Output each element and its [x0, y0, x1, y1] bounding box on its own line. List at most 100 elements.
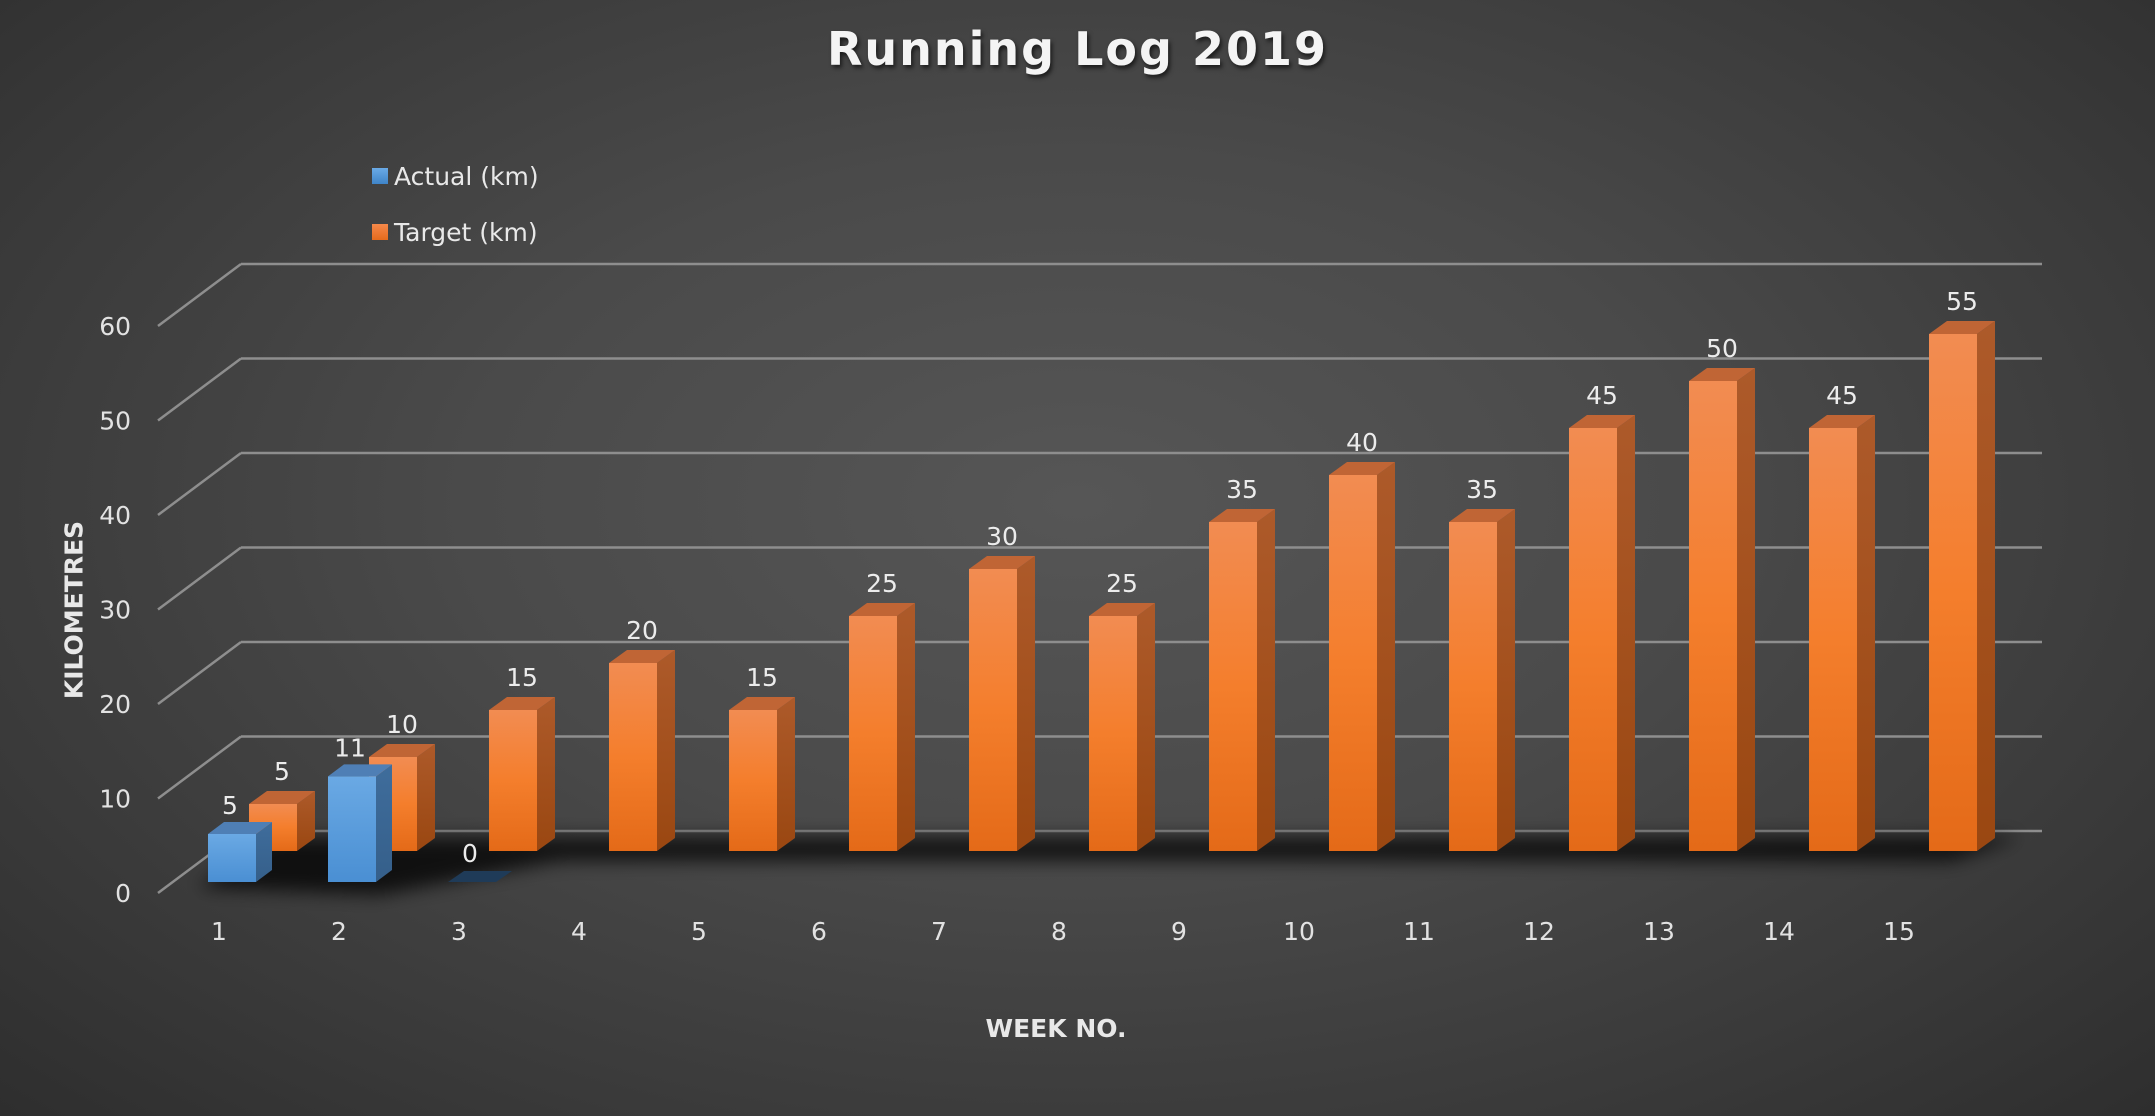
bar-target-week-6-top: [849, 603, 915, 616]
bar-actual-week-1: [208, 822, 272, 882]
gridline-diagonal-10: [157, 735, 242, 800]
bar-target-week-3-side: [537, 697, 555, 851]
legend-item-actual[interactable]: Actual (km): [372, 148, 539, 204]
bar-actual-week-1-side: [256, 822, 272, 882]
data-label-target: 50: [1706, 334, 1738, 363]
bar-target-week-3: [489, 697, 555, 851]
y-tick-label: 10: [99, 785, 131, 814]
x-tick-label: 7: [931, 917, 947, 946]
data-label-target: 5: [274, 757, 290, 786]
legend-swatch-target: [372, 224, 388, 240]
data-label-target: 35: [1466, 475, 1498, 504]
y-tick-label: 20: [99, 690, 131, 719]
y-tick-label: 40: [99, 501, 131, 530]
bar-target-week-11: [1449, 509, 1515, 851]
bar-target-week-11-side: [1497, 509, 1515, 851]
bar-target-week-3-top: [489, 697, 555, 710]
legend-label-actual: Actual (km): [394, 161, 539, 191]
data-label-target: 25: [1106, 569, 1138, 598]
y-tick-label: 50: [99, 407, 131, 436]
data-label-target: 15: [746, 663, 778, 692]
data-label-actual: 5: [222, 791, 238, 820]
legend-swatch-actual: [372, 168, 388, 184]
bar-actual-week-3-flat: [448, 871, 512, 882]
bar-target-week-4: [609, 650, 675, 851]
bar-target-week-3-front: [489, 710, 537, 851]
bar-target-week-8: [1089, 603, 1155, 851]
bar-target-week-14-side: [1857, 415, 1875, 851]
x-tick-label: 13: [1643, 917, 1675, 946]
bar-target-week-2-side: [417, 744, 435, 851]
x-tick-label: 4: [571, 917, 587, 946]
bar-target-week-12-side: [1617, 415, 1635, 851]
bar-target-week-6-side: [897, 603, 915, 851]
y-tick-label: 0: [115, 879, 131, 908]
bar-target-week-10-top: [1329, 462, 1395, 475]
bar-target-week-7-front: [969, 569, 1017, 851]
x-tick-label: 14: [1763, 917, 1795, 946]
bar-target-week-1: [249, 791, 315, 851]
x-axis-title: WEEK NO.: [985, 1014, 1127, 1043]
bar-target-week-9: [1209, 509, 1275, 851]
chart-title: Running Log 2019: [826, 22, 1328, 76]
legend-item-target[interactable]: Target (km): [372, 204, 539, 260]
bar-target-week-11-top: [1449, 509, 1515, 522]
bar-target-week-14: [1809, 415, 1875, 851]
bar-target-week-1-top: [249, 791, 315, 804]
bar-actual-week-1-top: [208, 822, 272, 834]
bar-target-week-7: [969, 556, 1035, 851]
data-label-target: 40: [1346, 428, 1378, 457]
data-label-target: 15: [506, 663, 538, 692]
y-tick-label: 30: [99, 596, 131, 625]
data-label-target: 45: [1826, 381, 1858, 410]
bar-target-week-15-front: [1929, 334, 1977, 851]
bar-target-week-2-top: [369, 744, 435, 757]
x-tick-label: 12: [1523, 917, 1555, 946]
gridline-diagonal-40: [157, 451, 242, 517]
bar-target-week-5-front: [729, 710, 777, 851]
data-label-target: 45: [1586, 381, 1618, 410]
gridline-diagonal-20: [157, 640, 242, 706]
gridline-diagonal-60: [157, 262, 242, 328]
data-label-target: 20: [626, 616, 658, 645]
floor-shadow: [198, 837, 2022, 895]
data-label-target: 25: [866, 569, 898, 598]
bar-target-week-7-side: [1017, 556, 1035, 851]
bar-target-week-11-front: [1449, 522, 1497, 851]
bar-target-week-4-side: [657, 650, 675, 851]
legend: Actual (km) Target (km): [372, 148, 539, 260]
bar-target-week-12-front: [1569, 428, 1617, 851]
bar-target-week-1-side: [297, 791, 315, 851]
x-tick-label: 2: [331, 917, 347, 946]
bar-target-week-5: [729, 697, 795, 851]
bar-target-week-9-side: [1257, 509, 1275, 851]
bar-target-week-13-top: [1689, 368, 1755, 381]
bar-actual-week-2-side: [376, 764, 392, 882]
bar-target-week-15: [1929, 321, 1995, 851]
bar-target-week-10: [1329, 462, 1395, 851]
bar-target-week-9-front: [1209, 522, 1257, 851]
bar-target-week-8-front: [1089, 616, 1137, 851]
bar-actual-week-1-front: [208, 834, 256, 882]
x-tick-label: 1: [211, 917, 227, 946]
x-tick-label: 8: [1051, 917, 1067, 946]
bar-target-week-15-top: [1929, 321, 1995, 334]
bar-target-week-7-top: [969, 556, 1035, 569]
data-label-target: 55: [1946, 287, 1978, 316]
gridline-diagonal-30: [157, 546, 242, 611]
bar-target-week-8-top: [1089, 603, 1155, 616]
bar-target-week-15-side: [1977, 321, 1995, 851]
bar-actual-week-2: [328, 764, 392, 882]
data-label-actual: 0: [462, 839, 478, 868]
bar-target-week-5-top: [729, 697, 795, 710]
legend-label-target: Target (km): [394, 217, 538, 247]
data-label-actual: 11: [334, 733, 366, 762]
bar-target-week-13: [1689, 368, 1755, 851]
bar-target-week-5-side: [777, 697, 795, 851]
bar-actual-week-2-front: [328, 776, 376, 882]
data-label-target: 30: [986, 522, 1018, 551]
bar-target-week-14-front: [1809, 428, 1857, 851]
bar-target-week-13-front: [1689, 381, 1737, 851]
bar-target-week-12: [1569, 415, 1635, 851]
